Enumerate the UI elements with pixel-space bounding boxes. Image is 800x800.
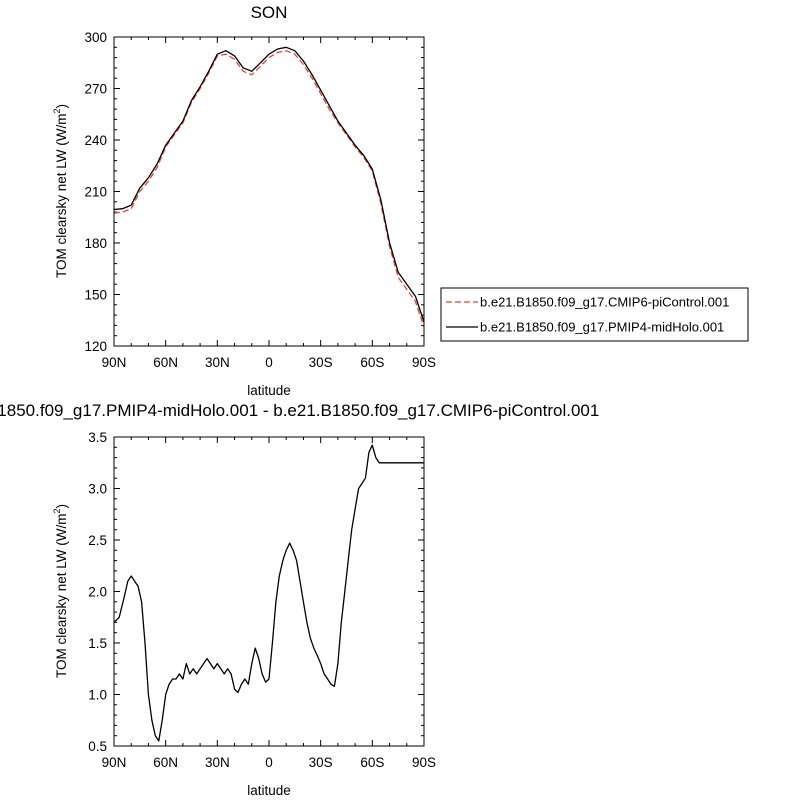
x-tick-label: 30S xyxy=(309,355,333,370)
bottom-panel: b.e21.B1850.f09_g17.PMIP4-midHolo.001 - … xyxy=(0,401,599,798)
ticks: 90N 60N 30N 0 30S 60S 90S 0.5 1.0 1.5 2.0 2.5 3.0 3.5 xyxy=(88,430,436,770)
x-tick-label: 30N xyxy=(205,355,230,370)
legend: b.e21.B1850.f09_g17.CMIP6-piControl.001 … xyxy=(440,287,749,342)
chart-title: b.e21.B1850.f09_g17.PMIP4-midHolo.001 - … xyxy=(0,401,599,420)
y-tick-label: 1.5 xyxy=(88,636,107,651)
y-tick-label: 210 xyxy=(84,185,107,200)
y-tick-label: 1.0 xyxy=(88,688,107,703)
legend-label-picontrol: b.e21.B1850.f09_g17.CMIP6-piControl.001 xyxy=(480,295,729,310)
x-tick-label: 90S xyxy=(412,355,436,370)
x-axis-label: latitude xyxy=(247,383,291,398)
x-tick-label: 90S xyxy=(412,755,436,770)
y-tick-label: 120 xyxy=(84,339,107,354)
y-tick-label: 2.5 xyxy=(88,533,107,548)
legend-label-midholo: b.e21.B1850.f09_g17.PMIP4-midHolo.001 xyxy=(480,320,724,335)
ticks: 90N 60N 30N 0 30S 60S 90S 120 150 180 210 240 270 300 xyxy=(84,30,436,370)
y-tick-label: 240 xyxy=(84,133,107,148)
x-tick-label: 0 xyxy=(265,755,273,770)
y-axis-label: TOM clearsky net LW (W/m2) xyxy=(52,504,69,678)
legend-box xyxy=(440,287,749,342)
plot-frame xyxy=(113,436,425,747)
y-tick-label: 3.5 xyxy=(88,430,107,445)
chart-title: SON xyxy=(251,3,288,22)
series-line-1 xyxy=(113,46,425,323)
y-axis-label: TOM clearsky net LW (W/m2) xyxy=(52,104,69,278)
x-axis-label: latitude xyxy=(247,783,291,798)
y-tick-label: 270 xyxy=(84,82,107,97)
series-group xyxy=(113,46,425,328)
y-tick-label: 3.0 xyxy=(88,482,107,497)
x-tick-label: 30S xyxy=(309,755,333,770)
x-tick-label: 60S xyxy=(360,755,384,770)
x-tick-label: 90N xyxy=(102,355,127,370)
x-tick-label: 60S xyxy=(360,355,384,370)
y-tick-label: 180 xyxy=(84,236,107,251)
plot-frame xyxy=(113,36,425,347)
y-tick-label: 2.0 xyxy=(88,585,107,600)
top-panel: SON TOM clearsky net LW (W/m2) latitude … xyxy=(52,3,749,398)
y-tick-label: 150 xyxy=(84,288,107,303)
y-tick-label: 0.5 xyxy=(88,739,107,754)
x-tick-label: 30N xyxy=(205,755,230,770)
series-line-0 xyxy=(113,50,425,328)
x-tick-label: 60N xyxy=(153,355,178,370)
series-group xyxy=(113,444,424,742)
x-tick-label: 90N xyxy=(102,755,127,770)
y-tick-label: 300 xyxy=(84,30,107,45)
x-tick-label: 0 xyxy=(265,355,273,370)
series-line-0 xyxy=(113,444,424,742)
x-tick-label: 60N xyxy=(153,755,178,770)
